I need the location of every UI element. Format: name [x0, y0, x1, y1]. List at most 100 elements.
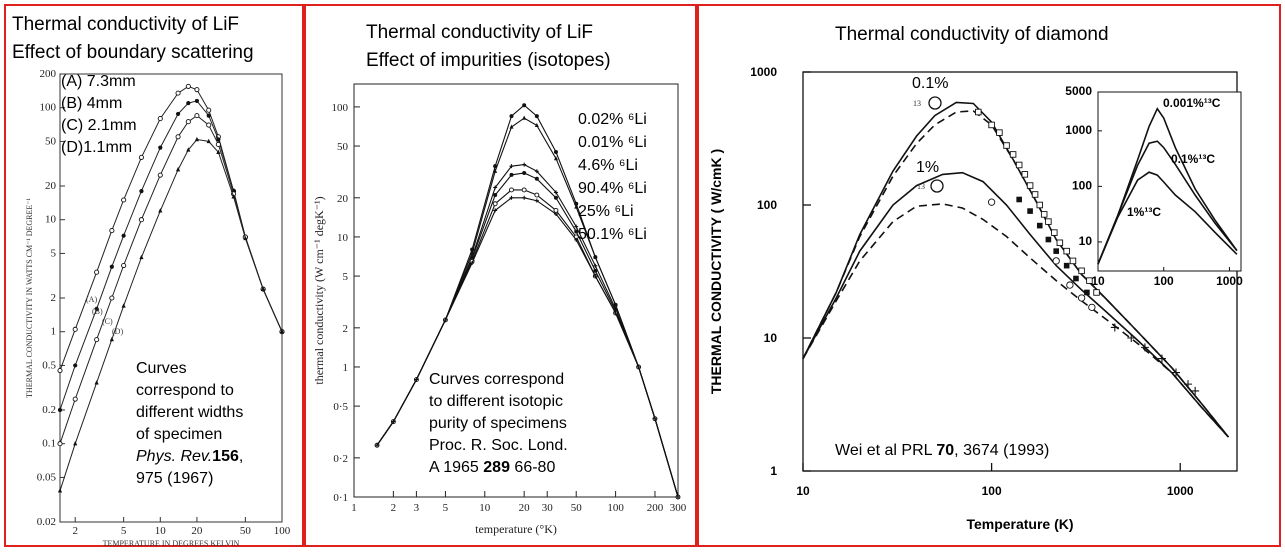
legend-item-d: (D)1.1mm — [61, 139, 132, 156]
y-axis-label: THERMAL CONDUCTIVITY ( W/cmK ) — [708, 149, 724, 394]
panel-title-line2: Effect of impurities (isotopes) — [366, 50, 611, 71]
curve-tag-a: (A) — [86, 295, 97, 304]
legend-item: 0.02% ⁶Li — [578, 111, 647, 128]
data-point — [185, 119, 191, 125]
data-point — [574, 204, 579, 209]
note-line4: of specimen — [136, 426, 222, 443]
measured-point — [1031, 191, 1039, 198]
data-point — [206, 113, 211, 118]
measured-point — [1140, 343, 1149, 352]
y-tick-label: 5 — [343, 271, 349, 283]
data-point — [553, 156, 558, 161]
data-point — [534, 198, 539, 203]
data-point — [613, 311, 618, 316]
data-point — [493, 208, 498, 213]
x-tick-label: 30 — [542, 502, 554, 514]
x-tick-label: 5 — [443, 502, 449, 514]
y-tick-label: 10 — [764, 331, 778, 345]
data-point — [493, 193, 498, 198]
measured-point — [1127, 334, 1136, 342]
inset-curve — [1097, 171, 1238, 265]
data-point — [636, 364, 641, 369]
data-point — [522, 195, 527, 200]
data-point — [194, 113, 200, 119]
x-tick-label: 100 — [1154, 274, 1174, 288]
y-tick-label: 1 — [51, 326, 57, 338]
inset-plot: 10 100 1000 5000 10 100 1000 0.001%¹³C 0.1%¹³C 1%… — [1065, 84, 1243, 288]
ref-comma: , — [239, 448, 243, 465]
data-point — [509, 195, 514, 200]
marker-0.1pct — [928, 96, 942, 110]
data-point — [522, 162, 527, 167]
data-point — [73, 363, 78, 368]
inset-curve — [1097, 107, 1238, 265]
series-curve — [59, 138, 283, 491]
data-point — [206, 107, 212, 113]
data-point — [553, 212, 558, 217]
series-curve — [376, 197, 679, 498]
data-point — [493, 185, 498, 190]
data-point — [391, 419, 396, 424]
y-tick-label: 100 — [332, 102, 349, 114]
series-curve — [802, 203, 1229, 438]
measured-point — [1045, 218, 1052, 225]
y-tick-label: 1000 — [750, 65, 777, 79]
data-point — [231, 194, 236, 199]
measured-point — [1051, 229, 1058, 236]
plot-area: 1 10 100 1000 10 100 1000 Temperature (K) THERMA… — [708, 65, 1238, 532]
data-point — [94, 337, 100, 343]
data-point — [109, 264, 114, 269]
measured-point — [1026, 182, 1034, 189]
data-point — [522, 103, 527, 108]
y-tick-label: 20 — [45, 180, 57, 192]
measured-point — [1015, 161, 1023, 169]
data-point — [574, 237, 579, 242]
data-point — [375, 443, 380, 448]
lif-isotope-chart: Thermal conductivity of LiF Effect of im… — [312, 22, 687, 536]
measured-point — [1084, 289, 1090, 296]
data-point — [676, 495, 680, 499]
reference-line1: Phys. Rev.156, — [136, 448, 243, 465]
measured-point — [1086, 277, 1093, 284]
measured-point — [1053, 248, 1059, 254]
curve-label-1pct: 1% — [916, 159, 939, 176]
x-tick-label: 2 — [391, 502, 397, 514]
data-point — [593, 268, 598, 273]
data-point — [139, 189, 144, 194]
measured-point — [1009, 151, 1017, 158]
plot-area: 0·1 0·2 0·5 1 2 5 10 20 50 100 1 2 3 5 10 20 30 50 100 200 3… — [312, 83, 687, 536]
data-point — [186, 147, 191, 152]
measured-point — [1052, 257, 1060, 265]
legend-item: 4.6% ⁶Li — [578, 157, 638, 174]
data-point — [121, 233, 126, 238]
data-point — [509, 124, 514, 129]
data-point — [509, 187, 514, 193]
measured-point — [1073, 275, 1079, 282]
data-point — [534, 176, 539, 181]
data-point — [574, 229, 579, 234]
y-tick-label: 0.05 — [37, 471, 57, 483]
data-point — [175, 134, 181, 140]
x-axis-label: Temperature (K) — [966, 516, 1073, 532]
data-point — [493, 168, 498, 173]
legend-item: 50.1% ⁶Li — [578, 226, 647, 243]
data-point — [206, 138, 211, 144]
data-point — [138, 154, 144, 160]
x-tick-label: 100 — [607, 502, 624, 514]
note-line3: purity of specimens — [429, 415, 567, 432]
data-point — [57, 488, 63, 493]
data-point — [194, 136, 200, 142]
data-point — [509, 172, 514, 177]
data-point — [216, 149, 221, 154]
x-tick-label: 100 — [982, 484, 1002, 498]
x-tick-label: 50 — [571, 502, 583, 514]
data-point — [158, 145, 163, 150]
measured-point — [1016, 196, 1022, 203]
note-line1: Curves correspond — [429, 371, 564, 388]
panel-diamond: Thermal conductivity of diamond 1 10 100 10… — [697, 4, 1281, 547]
data-point — [522, 171, 527, 176]
data-point — [175, 111, 181, 117]
isotope-13-label: 13 — [917, 182, 925, 191]
data-point — [57, 441, 63, 447]
data-point — [158, 208, 163, 213]
